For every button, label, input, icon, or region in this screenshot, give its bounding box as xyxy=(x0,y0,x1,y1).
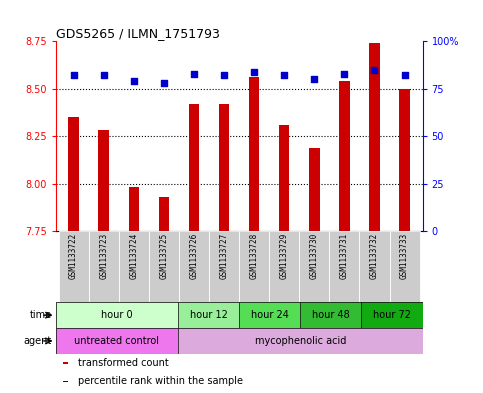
Text: hour 0: hour 0 xyxy=(101,310,132,320)
Point xyxy=(130,78,138,84)
Bar xyxy=(178,302,239,328)
Bar xyxy=(399,89,410,231)
Point xyxy=(401,72,409,79)
Text: GSM1133728: GSM1133728 xyxy=(250,233,258,279)
Text: GSM1133733: GSM1133733 xyxy=(400,233,409,279)
Bar xyxy=(119,231,149,302)
Bar xyxy=(369,43,380,231)
Text: hour 48: hour 48 xyxy=(312,310,350,320)
Bar xyxy=(309,148,320,231)
Bar xyxy=(158,197,169,231)
Point xyxy=(280,72,288,79)
Point xyxy=(190,70,198,77)
Text: agent: agent xyxy=(24,336,52,346)
Bar xyxy=(68,117,79,231)
Text: GSM1133732: GSM1133732 xyxy=(370,233,379,279)
Text: transformed count: transformed count xyxy=(78,358,168,368)
Bar xyxy=(279,125,289,231)
Bar xyxy=(299,231,329,302)
Bar xyxy=(239,302,300,328)
Bar xyxy=(56,302,178,328)
Text: percentile rank within the sample: percentile rank within the sample xyxy=(78,376,242,386)
Text: untreated control: untreated control xyxy=(74,336,159,346)
Bar xyxy=(239,231,269,302)
Bar xyxy=(300,302,361,328)
Bar xyxy=(339,81,350,231)
Text: GSM1133725: GSM1133725 xyxy=(159,233,169,279)
Text: GSM1133724: GSM1133724 xyxy=(129,233,138,279)
Text: GDS5265 / ILMN_1751793: GDS5265 / ILMN_1751793 xyxy=(56,27,219,40)
Point xyxy=(370,66,378,73)
Point xyxy=(311,76,318,83)
Bar xyxy=(178,328,423,354)
Text: GSM1133722: GSM1133722 xyxy=(69,233,78,279)
Bar xyxy=(359,231,389,302)
Bar xyxy=(329,231,359,302)
Bar xyxy=(249,77,259,231)
Point xyxy=(70,72,77,79)
Point xyxy=(220,72,228,79)
Bar xyxy=(99,130,109,231)
Point xyxy=(341,70,348,77)
Text: GSM1133730: GSM1133730 xyxy=(310,233,319,279)
Bar xyxy=(219,104,229,231)
Text: GSM1133729: GSM1133729 xyxy=(280,233,289,279)
Bar xyxy=(209,231,239,302)
Text: hour 72: hour 72 xyxy=(373,310,411,320)
Point xyxy=(100,72,108,79)
Text: time: time xyxy=(30,310,52,320)
Bar xyxy=(63,362,68,364)
Point xyxy=(160,80,168,86)
Text: GSM1133727: GSM1133727 xyxy=(220,233,228,279)
Bar xyxy=(389,231,420,302)
Text: hour 24: hour 24 xyxy=(251,310,289,320)
Bar xyxy=(189,104,199,231)
Text: GSM1133731: GSM1133731 xyxy=(340,233,349,279)
Point xyxy=(250,68,258,75)
Bar xyxy=(179,231,209,302)
Bar xyxy=(89,231,119,302)
Text: mycophenolic acid: mycophenolic acid xyxy=(255,336,346,346)
Bar xyxy=(63,381,68,382)
Bar xyxy=(149,231,179,302)
Bar xyxy=(361,302,423,328)
Bar xyxy=(58,231,89,302)
Bar xyxy=(56,328,178,354)
Bar xyxy=(128,187,139,231)
Text: hour 12: hour 12 xyxy=(189,310,227,320)
Text: GSM1133726: GSM1133726 xyxy=(189,233,199,279)
Text: GSM1133723: GSM1133723 xyxy=(99,233,108,279)
Bar xyxy=(269,231,299,302)
